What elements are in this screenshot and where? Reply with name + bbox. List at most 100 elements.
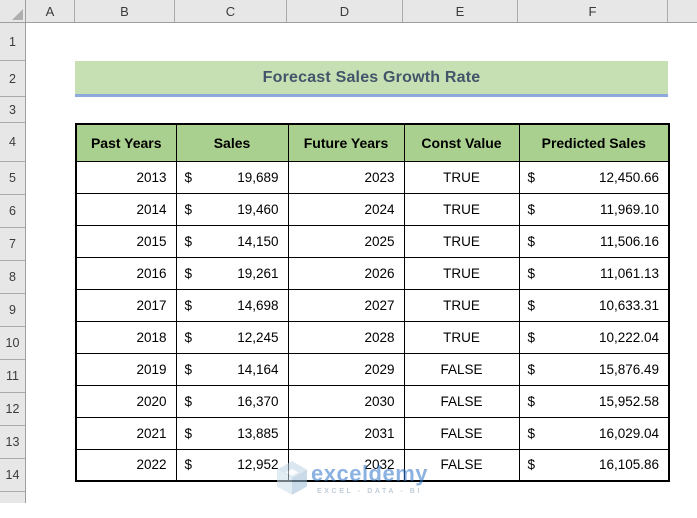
cell-future-year[interactable]: 2026 — [287, 256, 405, 290]
row-header-13[interactable]: 13 — [0, 426, 25, 459]
select-all-triangle-icon — [12, 9, 23, 20]
column-header-C[interactable]: C — [175, 0, 287, 22]
cell-const-value[interactable]: FALSE — [403, 416, 520, 450]
currency-symbol: $ — [527, 393, 536, 409]
cell-sales[interactable]: $13,885 — [175, 416, 289, 450]
cell-predicted-sales[interactable]: $12,450.66 — [518, 160, 670, 194]
column-header-D[interactable]: D — [287, 0, 403, 22]
row-header-7[interactable]: 7 — [0, 228, 25, 261]
amount-value: 19,689 — [237, 169, 279, 185]
title-cell[interactable]: Forecast Sales Growth Rate — [75, 61, 668, 97]
table-header-const-value[interactable]: Const Value — [403, 123, 520, 162]
amount-value: 11,061.13 — [599, 265, 659, 281]
cell-sales[interactable]: $12,245 — [175, 320, 289, 354]
amount-value: 13,885 — [237, 425, 279, 441]
amount-value: 14,150 — [237, 233, 279, 249]
table-row: 2020 $16,370 2030 FALSE $15,952.58 — [75, 384, 670, 418]
row-header-6[interactable]: 6 — [0, 195, 25, 228]
currency-symbol: $ — [527, 233, 536, 249]
amount-value: 11,506.16 — [599, 233, 659, 249]
cell-predicted-sales[interactable]: $16,029.04 — [518, 416, 670, 450]
table-row: 2013 $19,689 2023 TRUE $12,450.66 — [75, 160, 670, 194]
row-header-14[interactable]: 14 — [0, 459, 25, 492]
column-header-A[interactable]: A — [26, 0, 75, 22]
cell-sales[interactable]: $19,689 — [175, 160, 289, 194]
column-header-B[interactable]: B — [75, 0, 175, 22]
row-header-9[interactable]: 9 — [0, 294, 25, 327]
cell-sales[interactable]: $14,164 — [175, 352, 289, 386]
cell-predicted-sales[interactable]: $11,969.10 — [518, 192, 670, 226]
amount-value: 16,029.04 — [598, 425, 659, 441]
cell-future-year[interactable]: 2023 — [287, 160, 405, 194]
table-header-sales[interactable]: Sales — [175, 123, 289, 162]
row-header-partial[interactable] — [0, 492, 25, 503]
currency-symbol: $ — [184, 201, 193, 217]
row-header-5[interactable]: 5 — [0, 162, 25, 195]
cell-future-year[interactable]: 2029 — [287, 352, 405, 386]
currency-symbol: $ — [184, 329, 193, 345]
cell-future-year[interactable]: 2025 — [287, 224, 405, 258]
row-header-8[interactable]: 8 — [0, 261, 25, 294]
currency-symbol: $ — [184, 425, 193, 441]
cell-const-value[interactable]: TRUE — [403, 320, 520, 354]
cell-const-value[interactable]: FALSE — [403, 448, 520, 482]
cell-past-year[interactable]: 2017 — [75, 288, 177, 322]
column-header-E[interactable]: E — [403, 0, 518, 22]
cell-sales[interactable]: $14,698 — [175, 288, 289, 322]
cell-const-value[interactable]: FALSE — [403, 384, 520, 418]
cell-predicted-sales[interactable]: $16,105.86 — [518, 448, 670, 482]
cell-const-value[interactable]: TRUE — [403, 224, 520, 258]
cell-predicted-sales[interactable]: $11,061.13 — [518, 256, 670, 290]
cell-past-year[interactable]: 2014 — [75, 192, 177, 226]
cell-future-year[interactable]: 2024 — [287, 192, 405, 226]
cell-predicted-sales[interactable]: $11,506.16 — [518, 224, 670, 258]
column-header-partial[interactable] — [668, 0, 697, 22]
cell-past-year[interactable]: 2022 — [75, 448, 177, 482]
cell-const-value[interactable]: TRUE — [403, 192, 520, 226]
cell-future-year[interactable]: 2030 — [287, 384, 405, 418]
amount-value: 11,969.10 — [599, 201, 659, 217]
cell-sales[interactable]: $14,150 — [175, 224, 289, 258]
cell-future-year[interactable]: 2032 — [287, 448, 405, 482]
row-header-10[interactable]: 10 — [0, 327, 25, 360]
cell-future-year[interactable]: 2031 — [287, 416, 405, 450]
cell-past-year[interactable]: 2021 — [75, 416, 177, 450]
cell-const-value[interactable]: TRUE — [403, 256, 520, 290]
row-header-4[interactable]: 4 — [0, 123, 25, 162]
cell-past-year[interactable]: 2020 — [75, 384, 177, 418]
currency-symbol: $ — [184, 169, 193, 185]
cell-sales[interactable]: $16,370 — [175, 384, 289, 418]
row-header-12[interactable]: 12 — [0, 393, 25, 426]
cell-const-value[interactable]: FALSE — [403, 352, 520, 386]
cell-past-year[interactable]: 2013 — [75, 160, 177, 194]
cell-past-year[interactable]: 2015 — [75, 224, 177, 258]
cell-predicted-sales[interactable]: $10,633.31 — [518, 288, 670, 322]
table-header-predicted-sales[interactable]: Predicted Sales — [518, 123, 670, 162]
row-header-2[interactable]: 2 — [0, 61, 25, 97]
table-header-future-years[interactable]: Future Years — [287, 123, 405, 162]
table-header-past-years[interactable]: Past Years — [75, 123, 177, 162]
cell-future-year[interactable]: 2028 — [287, 320, 405, 354]
currency-symbol: $ — [527, 457, 536, 473]
row-header-11[interactable]: 11 — [0, 360, 25, 393]
row-header-1[interactable]: 1 — [0, 23, 25, 61]
cell-sales[interactable]: $12,952 — [175, 448, 289, 482]
cell-future-year[interactable]: 2027 — [287, 288, 405, 322]
cell-predicted-sales[interactable]: $15,876.49 — [518, 352, 670, 386]
select-all-corner[interactable] — [0, 0, 26, 23]
cell-predicted-sales[interactable]: $15,952.58 — [518, 384, 670, 418]
cell-const-value[interactable]: TRUE — [403, 160, 520, 194]
cell-past-year[interactable]: 2018 — [75, 320, 177, 354]
amount-value: 12,245 — [237, 329, 279, 345]
cell-past-year[interactable]: 2019 — [75, 352, 177, 386]
row-header-3[interactable]: 3 — [0, 97, 25, 123]
amount-value: 10,633.31 — [598, 297, 659, 313]
cell-sales[interactable]: $19,261 — [175, 256, 289, 290]
sheet-title: Forecast Sales Growth Rate — [262, 68, 481, 86]
column-header-F[interactable]: F — [518, 0, 668, 22]
cell-predicted-sales[interactable]: $10,222.04 — [518, 320, 670, 354]
cell-const-value[interactable]: TRUE — [403, 288, 520, 322]
cell-sales[interactable]: $19,460 — [175, 192, 289, 226]
cell-past-year[interactable]: 2016 — [75, 256, 177, 290]
